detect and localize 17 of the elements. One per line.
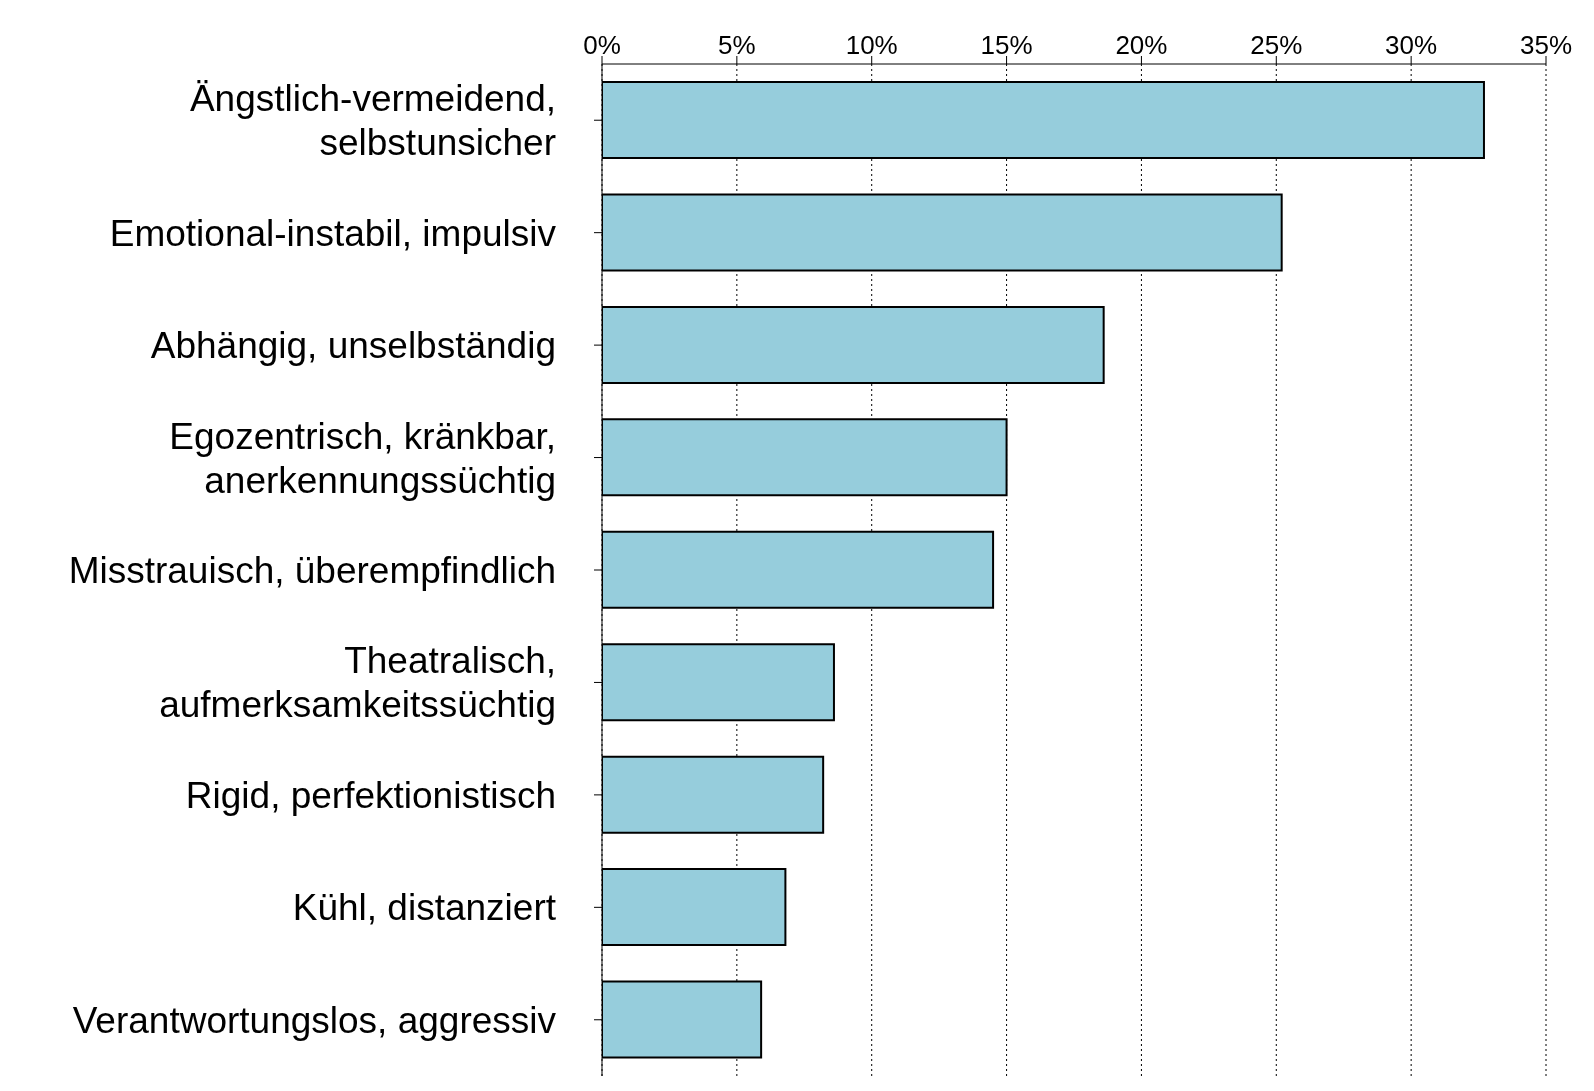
x-tick-label: 25% [1250, 30, 1303, 60]
y-tick-label: Emotional-instabil, impulsiv [109, 212, 557, 254]
x-tick-label: 15% [980, 30, 1033, 60]
y-tick-label: Ängstlich-vermeidend, selbstunsicher [189, 77, 556, 163]
y-tick-label: Rigid, perfektionistisch [185, 774, 556, 816]
y-tick-label: Kühl, distanziert [292, 886, 557, 928]
y-tick-label: Abhängig, unselbständig [150, 324, 556, 366]
x-tick-label: 0% [583, 30, 621, 60]
y-tick-label: Theatralisch, aufmerksamkeitssüchtig [159, 639, 556, 725]
y-tick-label: Egozentrisch, kränkbar, anerkennungssüchtig [169, 415, 556, 501]
y-tick-label: Verantwortungslos, aggressiv [72, 999, 557, 1041]
x-tick-label: 35% [1519, 30, 1573, 60]
x-tick-label: 10% [845, 30, 898, 60]
x-tick-label: 20% [1115, 30, 1168, 60]
x-tick-label: 5% [718, 30, 756, 60]
y-tick-label: Misstrauisch, überempfindlich [68, 549, 556, 591]
x-tick-label: 30% [1385, 30, 1438, 60]
